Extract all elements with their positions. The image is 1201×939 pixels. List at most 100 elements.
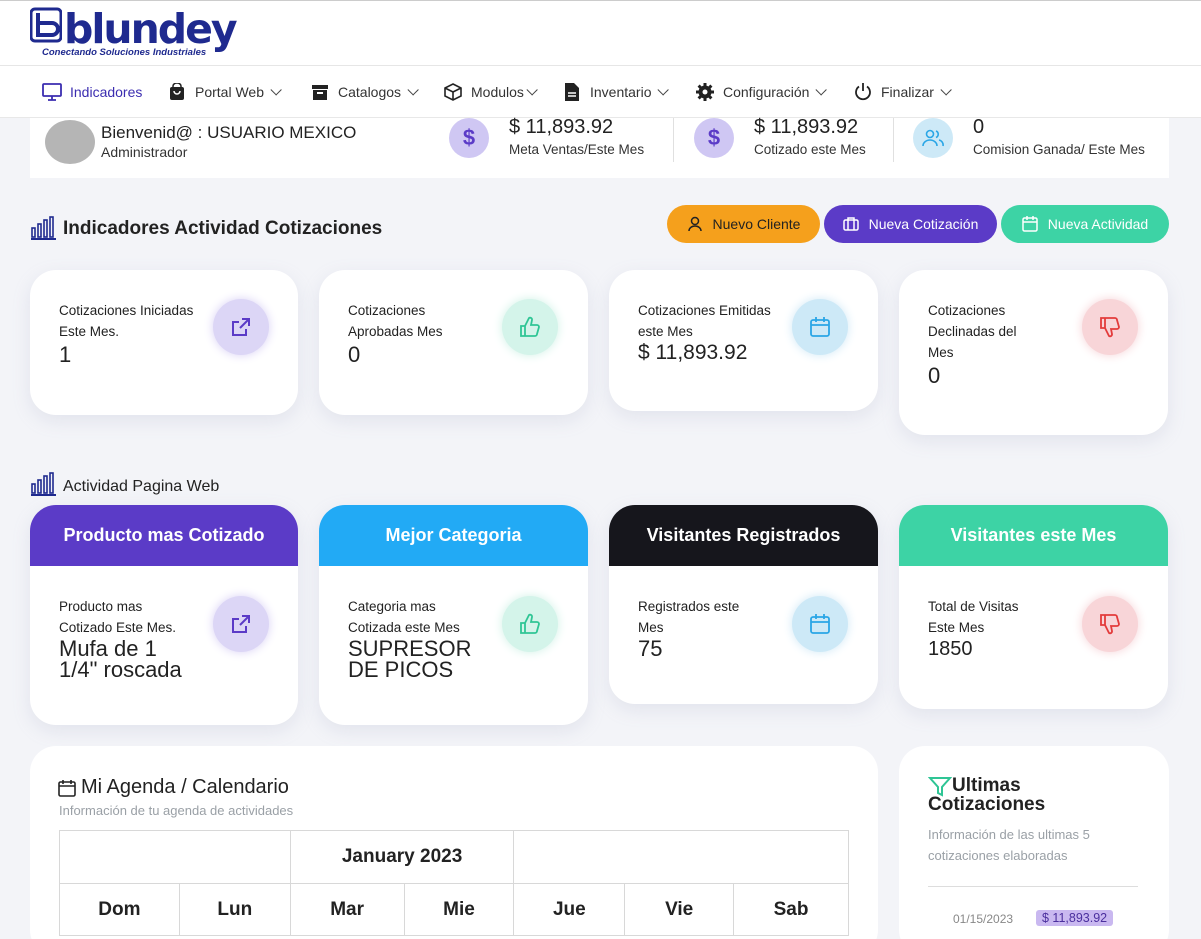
welcome-greeting: Bienvenid@ : USUARIO MEXICO — [101, 123, 357, 142]
button-label: Nuevo Cliente — [712, 216, 801, 232]
button-label: Nueva Actividad — [1047, 216, 1149, 232]
document-icon — [562, 82, 582, 102]
card-header: Visitantes este Mes — [899, 505, 1168, 566]
calendar-day-header: Jue — [513, 883, 626, 936]
nav-label: Inventario — [590, 84, 652, 100]
nav-item-portal-web[interactable]: Portal Web — [167, 66, 282, 118]
quote-amount-badge[interactable]: $ 11,893.92 — [1036, 910, 1114, 926]
calendar-icon[interactable] — [792, 299, 848, 355]
calendar-month: January 2023 — [289, 830, 515, 884]
nav-item-catalogos[interactable]: Catalogos — [310, 66, 419, 118]
calendar-icon[interactable] — [792, 596, 848, 652]
quote-date: 01/15/2023 — [953, 912, 1014, 926]
agenda-subtitle: Información de tu agenda de actividades — [59, 803, 294, 818]
nav-label: Catalogos — [338, 84, 402, 100]
card-value: 1 — [59, 342, 72, 367]
nueva-actividad-button[interactable]: Nueva Actividad — [1001, 205, 1169, 243]
calendar-day-header: Vie — [624, 883, 735, 936]
chevron-down-icon — [815, 84, 828, 96]
nueva-cotizacion-button[interactable]: Nueva Cotización — [824, 205, 997, 243]
section-title-cotizaciones: Indicadores Actividad Cotizaciones — [29, 216, 382, 240]
thumbs-down-icon[interactable] — [1082, 596, 1138, 652]
nav-label: Configuración — [723, 84, 810, 100]
thumbs-up-icon[interactable] — [502, 299, 558, 355]
external-link-icon[interactable] — [213, 596, 269, 652]
users-icon — [913, 118, 953, 158]
nav-item-indicadores[interactable]: Indicadores — [42, 66, 142, 118]
ultimas-subtitle: Información de las ultimas 5 cotizacione… — [928, 827, 1090, 863]
card-value: 0 — [348, 342, 361, 367]
thumbs-up-icon[interactable] — [502, 596, 558, 652]
card-label: Categoria mas Cotizada este Mes — [348, 599, 460, 635]
external-link-icon[interactable] — [213, 299, 269, 355]
welcome-role: Administrador — [101, 144, 188, 160]
section-title-web: Actividad Pagina Web — [29, 472, 219, 496]
nuevo-cliente-button[interactable]: Nuevo Cliente — [667, 205, 820, 243]
button-label: Nueva Cotización — [868, 216, 979, 232]
divider — [893, 118, 894, 162]
stat-value: 0 — [973, 116, 985, 138]
card-mejor-categoria: Mejor Categoria Categoria mas Cotizada e… — [319, 505, 588, 725]
card-header: Visitantes Registrados — [609, 505, 878, 566]
brand-name: blundey — [64, 5, 238, 53]
divider — [928, 886, 1138, 887]
card-value: $ 11,893.92 — [638, 341, 748, 364]
avatar[interactable] — [45, 120, 95, 164]
brand-logo[interactable]: blundey Conectando Soluciones Industrial… — [30, 5, 238, 63]
nav-label: Modulos — [471, 84, 524, 100]
nav-label: Finalizar — [881, 84, 934, 100]
power-icon — [853, 82, 873, 102]
gear-icon — [695, 82, 715, 102]
chevron-down-icon — [270, 84, 282, 96]
stat-value: $ 11,893.92 — [754, 116, 859, 138]
card-value: 0 — [928, 363, 941, 388]
calendar-day-header: Mar — [289, 883, 405, 936]
card-value: 1850 — [928, 638, 973, 660]
stat-value: $ 11,893.92 — [509, 116, 614, 138]
top-bar: blundey Conectando Soluciones Industrial… — [0, 0, 1201, 66]
monitor-icon — [42, 82, 62, 102]
user-icon — [687, 216, 703, 232]
agenda-panel: Mi Agenda / Calendario Información de tu… — [30, 746, 878, 939]
card-cotizaciones-iniciadas: Cotizaciones Iniciadas Este Mes. 1 — [30, 270, 298, 415]
card-cotizaciones-emitidas: Cotizaciones Emitidas este Mes $ 11,893.… — [609, 270, 878, 411]
briefcase-icon — [842, 216, 859, 232]
chevron-down-icon — [657, 84, 670, 96]
calendar-nav-cell — [513, 830, 849, 884]
calendar-day-header: Sab — [733, 883, 849, 936]
chevron-down-icon — [526, 84, 538, 96]
nav-item-modulos[interactable]: Modulos — [443, 66, 538, 118]
card-label: Cotizaciones Iniciadas Este Mes. — [59, 303, 194, 339]
card-header: Mejor Categoria — [319, 505, 588, 566]
card-producto-mas-cotizado: Producto mas Cotizado Producto mas Cotiz… — [30, 505, 298, 725]
card-label: Cotizaciones Declinadas del Mes — [928, 303, 1017, 360]
bar-chart-icon — [31, 472, 56, 496]
chevron-down-icon — [940, 84, 952, 96]
shopping-bag-icon — [167, 82, 187, 102]
card-visitantes-registrados: Visitantes Registrados Registrados este … — [609, 505, 878, 704]
stat-label: Comision Ganada/ Este Mes — [973, 142, 1145, 157]
bar-chart-icon — [31, 216, 56, 240]
card-label: Cotizaciones Emitidas este Mes — [638, 303, 771, 339]
thumbs-down-icon[interactable] — [1082, 299, 1138, 355]
card-cotizaciones-declinadas: Cotizaciones Declinadas del Mes 0 — [899, 270, 1168, 435]
calendar-icon — [58, 779, 76, 797]
calendar-day-header: Mie — [403, 883, 515, 936]
card-label: Total de Visitas Este Mes — [928, 599, 1019, 635]
calendar-nav-cell — [59, 830, 291, 884]
dollar-icon: $ — [449, 118, 489, 158]
logo-mark-icon — [30, 7, 62, 43]
nav-item-inventario[interactable]: Inventario — [562, 66, 670, 118]
nav-label: Indicadores — [70, 84, 143, 100]
card-label: Producto mas Cotizado Este Mes. — [59, 599, 177, 635]
section-title-text: Indicadores Actividad Cotizaciones — [63, 218, 383, 239]
archive-icon — [310, 82, 330, 102]
section-title-text: Actividad Pagina Web — [63, 478, 220, 495]
card-label: Registrados este Mes — [638, 599, 740, 635]
nav-label: Portal Web — [195, 84, 264, 100]
nav-item-finalizar[interactable]: Finalizar — [853, 66, 952, 118]
main-nav: Indicadores Portal Web Catalogos Modulos… — [0, 66, 1201, 118]
stat-label: Cotizado este Mes — [754, 142, 866, 157]
welcome-panel: Bienvenid@ : USUARIO MEXICO Administrado… — [30, 116, 1169, 178]
nav-item-configuracion[interactable]: Configuración — [695, 66, 828, 118]
